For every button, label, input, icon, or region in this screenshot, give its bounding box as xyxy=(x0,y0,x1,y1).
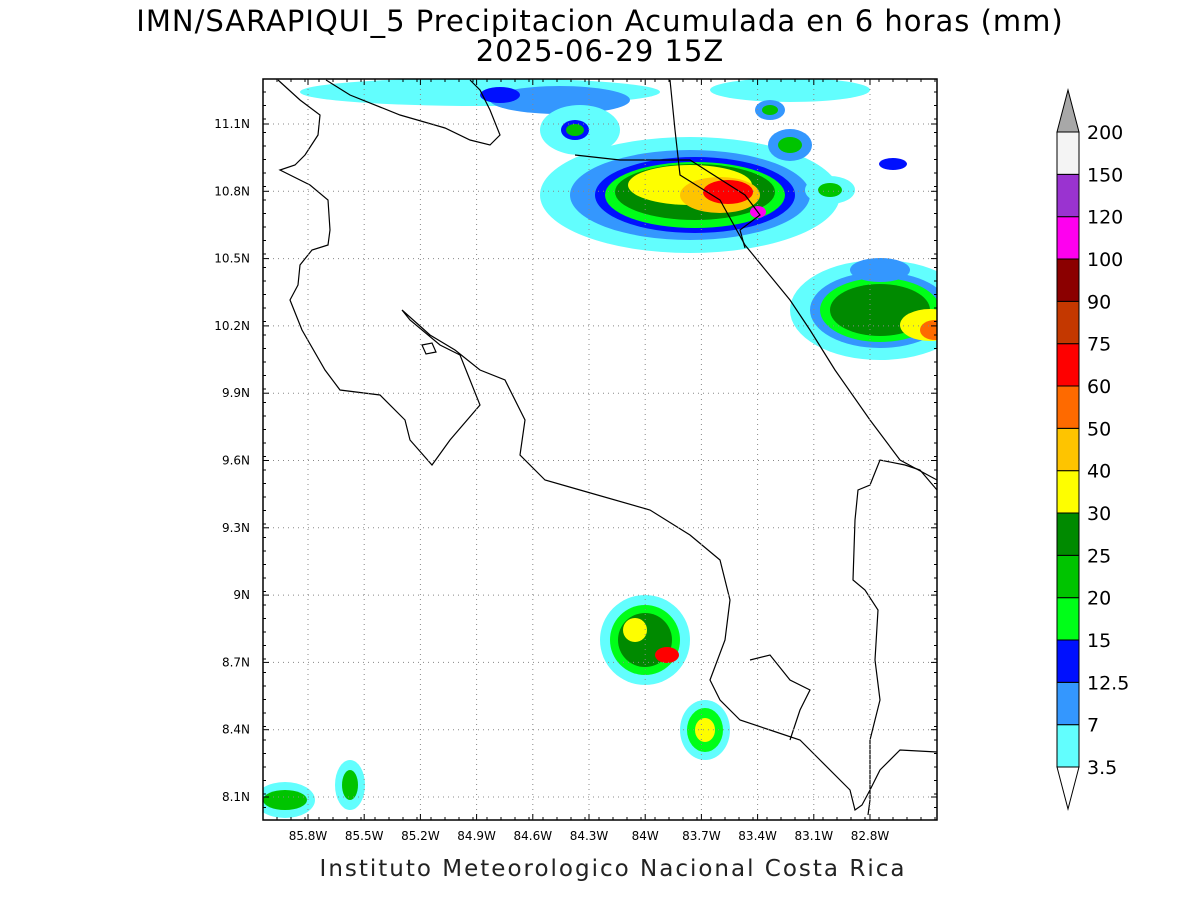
x-tick-label: 85.2W xyxy=(401,829,440,843)
x-tick-label: 84.6W xyxy=(514,829,553,843)
coastline-caribbean xyxy=(669,79,937,481)
colorbar-swatch xyxy=(1056,470,1080,514)
colorbar-swatch xyxy=(1056,512,1080,556)
colorbar-label: 20 xyxy=(1087,588,1111,610)
x-tick-label: 85.5W xyxy=(345,829,384,843)
colorbar-swatch xyxy=(1056,300,1080,345)
rain-contour-60 xyxy=(703,180,753,204)
colorbar-swatch xyxy=(1056,131,1080,175)
rain-cell-south xyxy=(600,595,730,760)
rain-contour-60 xyxy=(655,647,679,663)
border-panama xyxy=(852,459,937,816)
coastline-layer xyxy=(277,79,937,816)
colorbar-label: 120 xyxy=(1087,207,1123,229)
y-tick-label: 8.7N xyxy=(222,655,250,669)
colorbar-label: 60 xyxy=(1087,376,1111,398)
colorbar-swatch xyxy=(1056,385,1080,429)
colorbar-swatch xyxy=(1056,681,1080,726)
colorbar-swatch xyxy=(1056,724,1080,768)
rain-contour-20 xyxy=(762,105,778,115)
x-tick-label: 83.1W xyxy=(795,829,834,843)
y-tick-label: 9.9N xyxy=(222,386,250,400)
y-tick-label: 10.8N xyxy=(214,184,250,198)
colorbar-label: 200 xyxy=(1087,122,1123,144)
x-tick-label: 82.8W xyxy=(851,829,890,843)
colorbar-label: 7 xyxy=(1087,715,1099,737)
x-tick-label: 85.8W xyxy=(289,829,328,843)
colorbar-label: 25 xyxy=(1087,545,1111,567)
x-tick-label: 83.4W xyxy=(738,829,777,843)
colorbar-swatch xyxy=(1056,427,1080,472)
y-tick-label: 8.1N xyxy=(222,790,250,804)
longitude-axis: 85.8W 85.5W 85.2W 84.9W 84.6W 84.3W 84W 83.7W 83… xyxy=(276,79,936,843)
rain-cell-southwest xyxy=(263,760,365,818)
border-nicaragua xyxy=(325,79,501,146)
rain-cell-east xyxy=(790,258,937,360)
rain-contour-12-5 xyxy=(879,158,907,170)
coastline-pacific xyxy=(277,79,937,812)
rain-contour-50 xyxy=(920,320,937,340)
colorbar-swatch xyxy=(1056,258,1080,302)
colorbar-label: 50 xyxy=(1087,418,1111,440)
footer-credit: Instituto Meteorologico Nacional Costa R… xyxy=(319,856,907,882)
y-tick-label: 10.2N xyxy=(214,319,250,333)
coastline-osa xyxy=(749,654,811,741)
x-tick-label: 83.7W xyxy=(682,829,721,843)
y-tick-label: 9.3N xyxy=(222,521,250,535)
rain-contour-7 xyxy=(850,258,910,282)
plot-frame xyxy=(262,78,938,821)
y-tick-label: 11.1N xyxy=(214,117,250,131)
colorbar-label: 40 xyxy=(1087,461,1111,483)
colorbar-under-arrow xyxy=(1056,766,1080,811)
x-tick-label: 84W xyxy=(632,829,659,843)
y-tick-label: 10.5N xyxy=(214,252,250,266)
y-tick-label: 9.6N xyxy=(222,454,250,468)
map-grid xyxy=(263,79,937,820)
colorbar-over-arrow xyxy=(1056,88,1080,133)
colorbar-swatch xyxy=(1056,597,1080,641)
island-shape xyxy=(421,342,437,355)
colorbar-swatch xyxy=(1056,639,1080,683)
rain-cell-north xyxy=(300,79,907,253)
precipitation-field xyxy=(263,79,937,818)
colorbar-swatch xyxy=(1056,216,1080,260)
colorbar-label: 90 xyxy=(1087,291,1111,313)
colorbar-label: 3.5 xyxy=(1087,757,1117,779)
rain-contour-3-5 xyxy=(710,79,870,102)
colorbar-swatch xyxy=(1056,173,1080,218)
rain-contour-30 xyxy=(695,718,715,742)
colorbar-label: 75 xyxy=(1087,334,1111,356)
colorbar-label: 15 xyxy=(1087,630,1111,652)
latitude-axis: 11.1N 10.8N 10.5N 10.2N 9.9N 9.6N 9.3N 9N 8.7N 8.… xyxy=(214,91,937,808)
colorbar-legend: 3.5 7 12.5 15 20 25 30 40 50 60 75 90 100 120 150 200 xyxy=(1056,88,1129,811)
colorbar-label: 30 xyxy=(1087,503,1111,525)
y-tick-label: 9N xyxy=(233,588,250,602)
rain-contour-20 xyxy=(342,770,358,800)
colorbar-label: 150 xyxy=(1087,164,1123,186)
colorbar-swatch xyxy=(1056,554,1080,599)
colorbar-label: 12.5 xyxy=(1087,672,1129,694)
y-tick-label: 8.4N xyxy=(222,723,250,737)
map-valid-time: 2025-06-29 15Z xyxy=(475,34,725,68)
rain-contour-12-5 xyxy=(480,87,520,103)
map-title: IMN/SARAPIQUI_5 Precipitacion Acumulada … xyxy=(136,4,1064,38)
rain-contour-20 xyxy=(818,183,842,197)
colorbar-label: 100 xyxy=(1087,249,1123,271)
river-sanjuan xyxy=(574,154,761,249)
rain-contour-30 xyxy=(623,618,647,642)
x-tick-label: 84.9W xyxy=(457,829,496,843)
x-tick-label: 84.3W xyxy=(570,829,609,843)
rain-contour-20 xyxy=(566,124,584,136)
rain-contour-20 xyxy=(778,137,802,153)
rain-contour-20 xyxy=(263,790,307,810)
colorbar-swatch xyxy=(1056,343,1080,387)
